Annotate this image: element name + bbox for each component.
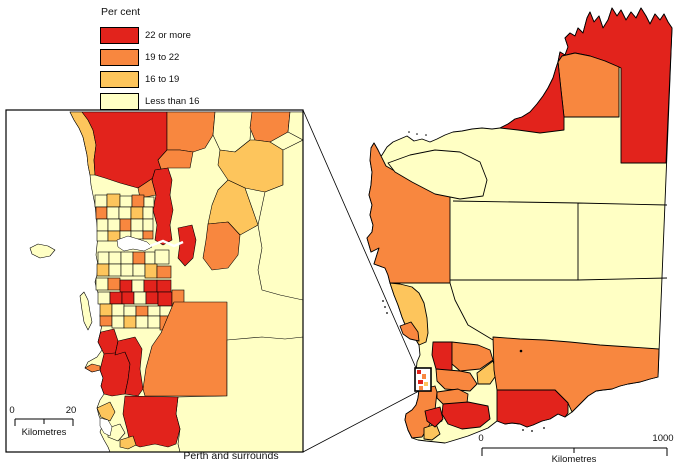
- inset-scale-unit: Kilometres: [21, 427, 67, 438]
- legend-label: 22 or more: [145, 29, 191, 41]
- legend-swatch-16-to-19: [100, 70, 139, 88]
- legend-label: 19 to 22: [145, 51, 180, 63]
- main-scale-start: 0: [478, 433, 484, 444]
- rottnest-island: [29, 243, 56, 259]
- map-region: [476, 360, 498, 385]
- map-region: [424, 406, 444, 428]
- legend-label: 16 to 19: [145, 73, 180, 85]
- inset-caption: Perth and surrounds: [183, 450, 279, 462]
- inset-region-south-red: [122, 395, 181, 448]
- main-scalebar: [481, 447, 668, 456]
- legend-swatch-22-or-more: [100, 26, 139, 44]
- region-west-kimberley: [557, 52, 620, 118]
- map-region: [451, 341, 494, 372]
- legend-item: 16 to 19: [100, 70, 199, 88]
- legend: Per cent 22 or more 19 to 22 16 to 19 Le…: [100, 6, 199, 115]
- inset-region-southeast-orange: [142, 301, 228, 397]
- region-esperance: [496, 389, 569, 428]
- perth-extent-rectangle: [414, 367, 432, 392]
- main-scale-end: 1000: [652, 433, 674, 444]
- garden-island: [79, 291, 93, 331]
- map-region: [431, 341, 453, 372]
- legend-label: Less than 16: [145, 95, 200, 107]
- map-region: [436, 388, 469, 405]
- inset-connector-lines: [302, 109, 420, 453]
- map-region: [399, 321, 420, 342]
- inset-scale-end: 20: [65, 405, 77, 416]
- peel-inlet: [99, 417, 113, 437]
- swan-river: [116, 235, 153, 252]
- region-great-southern: [441, 401, 491, 430]
- region-pilbara-coast: [499, 61, 565, 134]
- legend-item: 19 to 22: [100, 48, 199, 66]
- swan-river-upper: [149, 239, 184, 248]
- legend-swatch-less-than-16: [100, 92, 139, 110]
- interior-boundaries: [449, 200, 668, 341]
- legend-swatch-19-to-22: [100, 48, 139, 66]
- legend-title: Per cent: [101, 6, 141, 18]
- inset-scale-start: 0: [9, 405, 15, 416]
- main-map-western-australia: [366, 7, 673, 444]
- region-gascoyne-inland: [387, 149, 488, 200]
- legend-item: Less than 16: [100, 92, 200, 110]
- map-region: [435, 368, 478, 392]
- legend-item: 22 or more: [100, 26, 199, 44]
- main-scale-unit: Kilometres: [551, 454, 597, 465]
- inset-scalebar: [14, 418, 74, 426]
- inset-map-perth: [5, 109, 304, 453]
- island-dots: [382, 131, 545, 432]
- region-kimberley: [557, 7, 673, 164]
- region-midwest-coast: [389, 282, 429, 346]
- inset-frame: [5, 109, 304, 453]
